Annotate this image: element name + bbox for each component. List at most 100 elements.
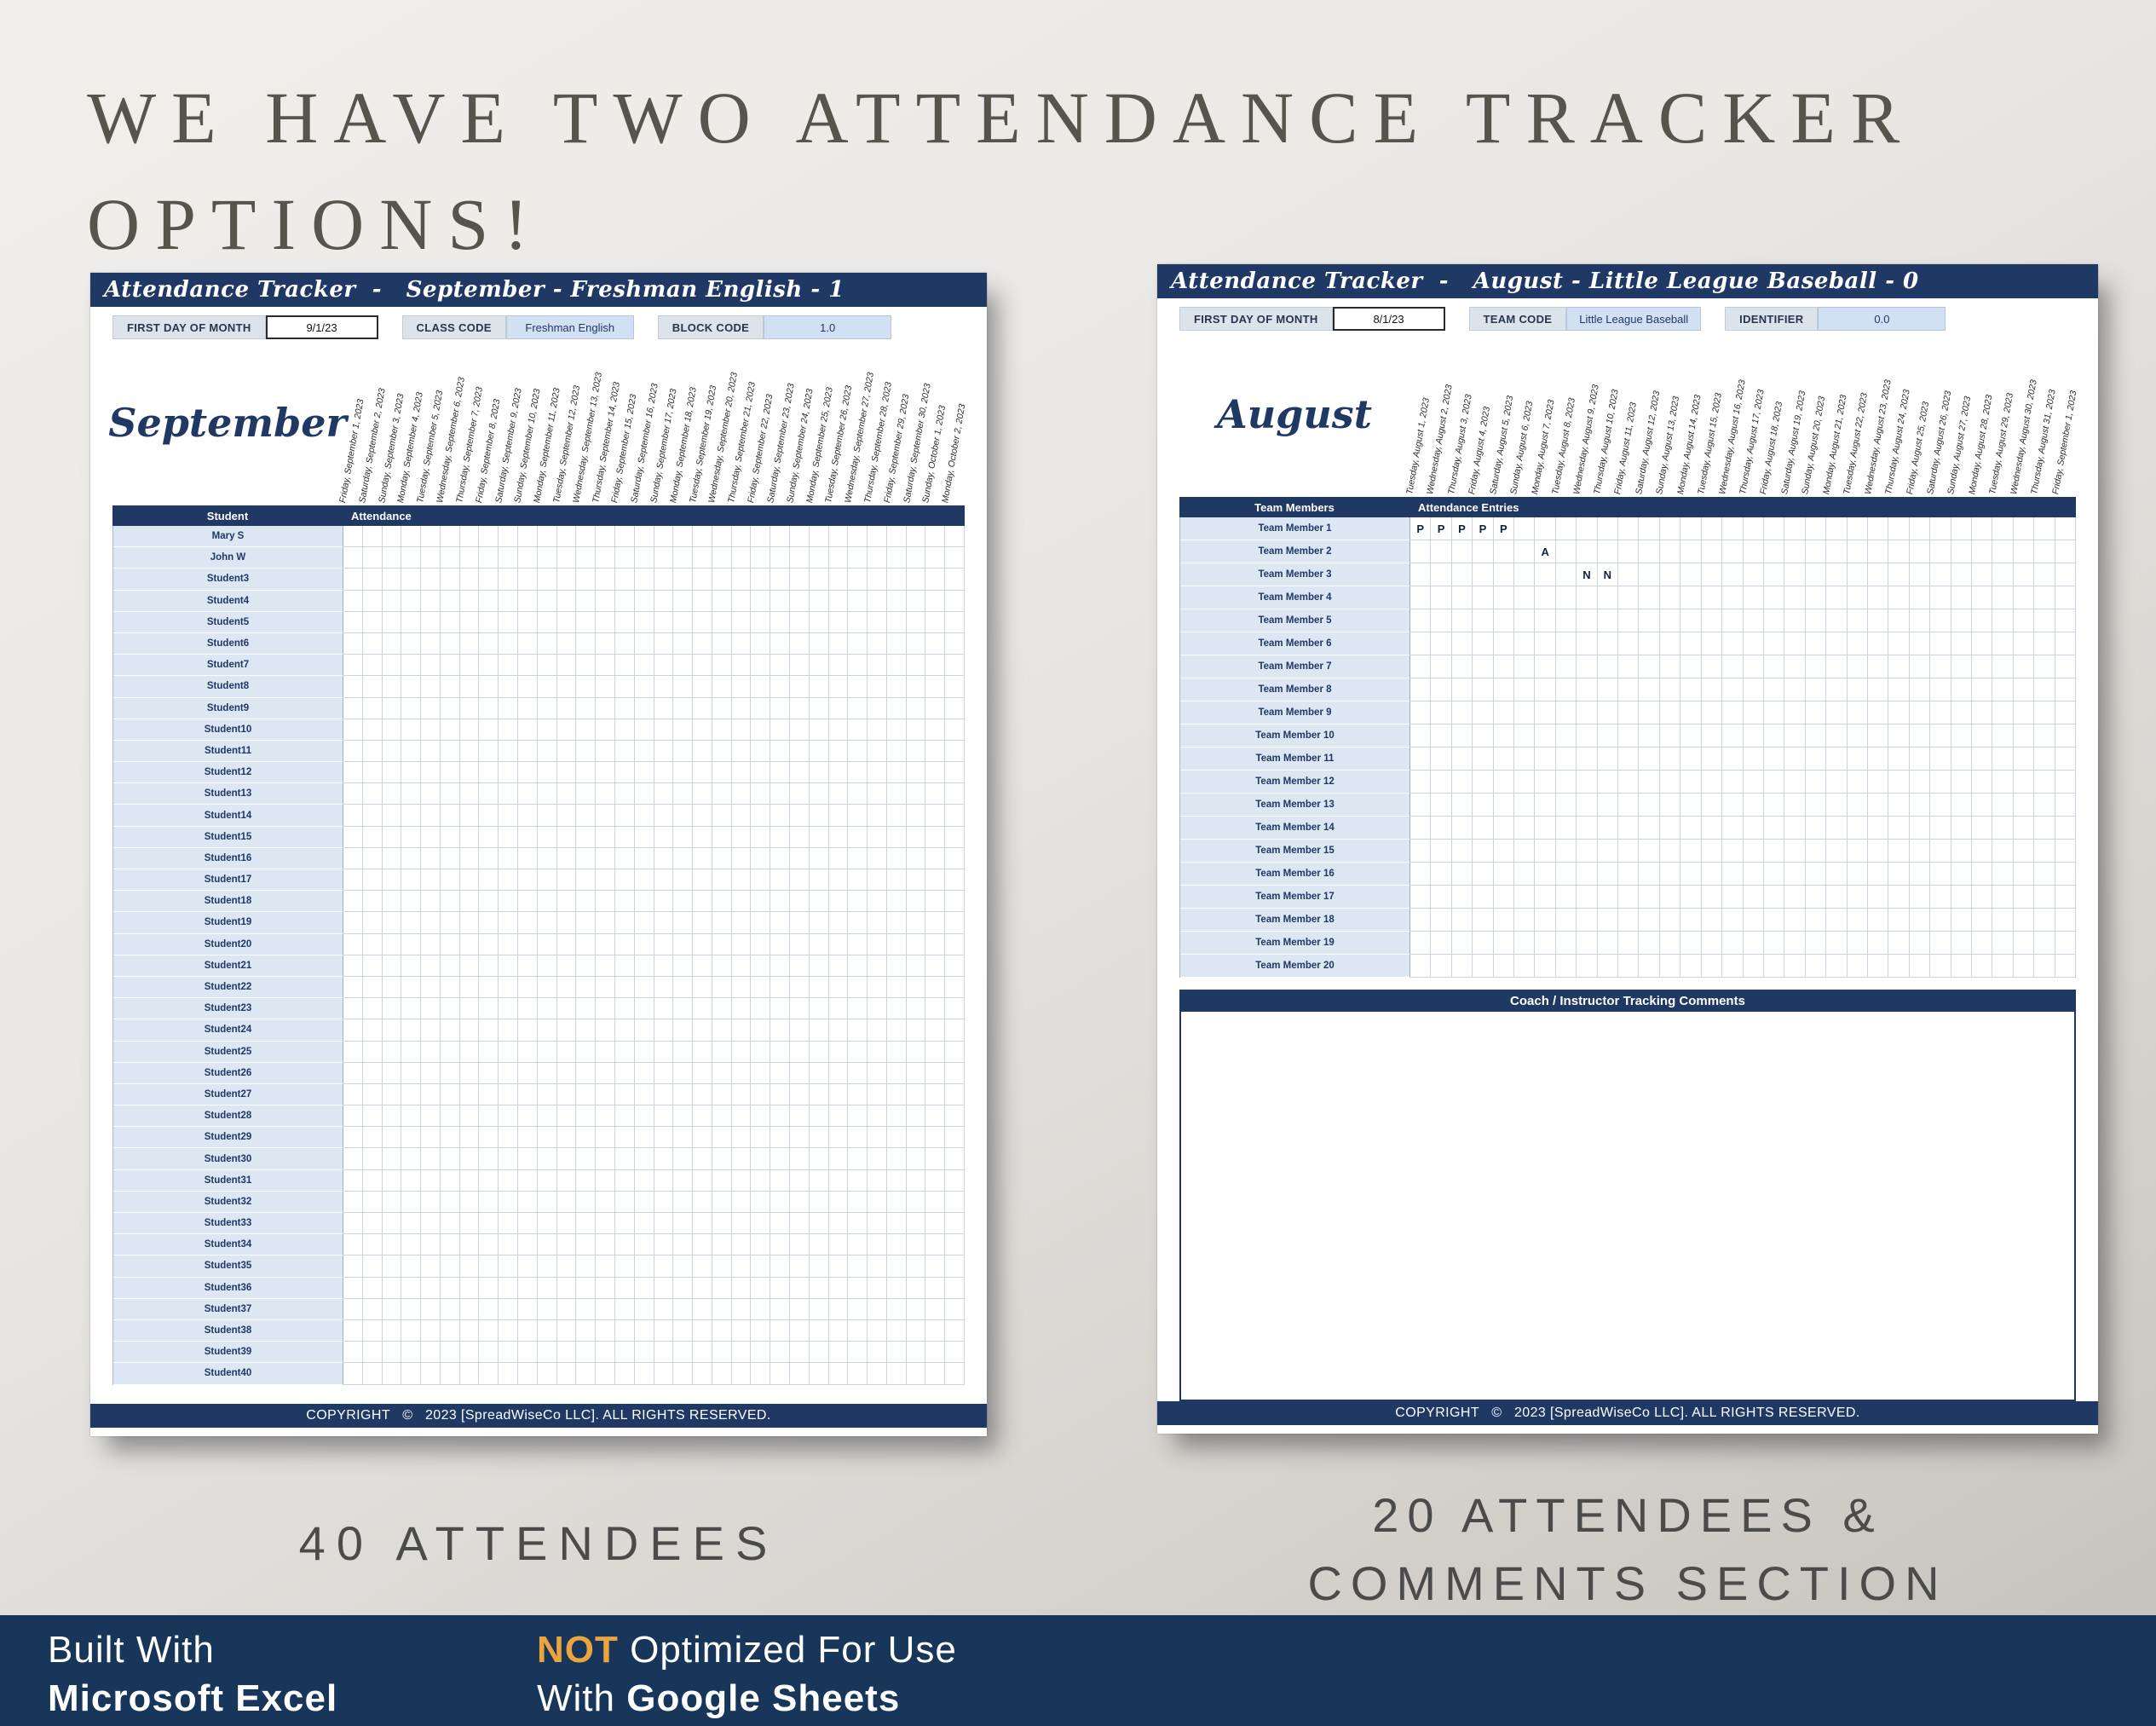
grid-cell[interactable] [751,676,771,698]
grid-cell[interactable] [1930,909,1951,932]
grid-cell[interactable] [1847,955,1868,978]
grid-cell[interactable] [1639,540,1660,563]
grid-cell[interactable] [654,1019,674,1042]
grid-cell[interactable] [634,826,654,848]
grid-cell[interactable] [401,1256,422,1278]
row-name-cell[interactable]: Student10 [113,719,343,741]
grid-cell[interactable] [848,547,868,569]
grid-cell[interactable] [925,1041,946,1063]
grid-cell[interactable] [1763,932,1785,955]
grid-cell[interactable] [556,697,577,719]
grid-cell[interactable] [459,826,480,848]
grid-cell[interactable] [1826,863,1848,886]
grid-cell[interactable] [712,762,732,784]
grid-cell[interactable] [459,869,480,892]
grid-cell[interactable] [789,955,810,977]
grid-cell[interactable] [925,826,946,848]
grid-cell[interactable] [1909,840,1931,863]
grid-cell[interactable] [693,1363,712,1385]
grid-cell[interactable] [712,1298,732,1320]
grid-cell[interactable] [1639,701,1660,724]
grid-cell[interactable] [499,783,519,805]
grid-cell[interactable] [1784,771,1806,794]
grid-cell[interactable] [459,976,480,999]
grid-cell[interactable] [1618,678,1640,701]
row-name-cell[interactable]: Student9 [113,697,343,719]
grid-cell[interactable] [654,1169,674,1192]
grid-cell[interactable] [518,740,538,763]
grid-cell[interactable] [945,1342,965,1364]
grid-cell[interactable] [828,740,849,763]
grid-cell[interactable] [1951,540,1972,563]
grid-cell[interactable] [537,1148,557,1170]
row-name-cell[interactable]: Team Member 10 [1180,724,1410,748]
grid-cell[interactable] [770,869,790,892]
grid-cell[interactable] [1888,609,1910,632]
grid-cell[interactable] [2055,517,2076,540]
grid-cell[interactable] [1805,678,1827,701]
grid-cell[interactable] [828,526,849,548]
grid-cell[interactable] [537,1256,557,1278]
grid-cell[interactable] [421,590,441,612]
grid-cell[interactable] [945,1148,965,1170]
grid-cell[interactable] [809,891,829,913]
grid-cell[interactable] [576,1319,597,1342]
grid-cell[interactable] [693,547,712,569]
grid-cell[interactable] [868,762,887,784]
grid-cell[interactable] [828,1127,849,1149]
grid-cell[interactable] [1618,586,1640,609]
grid-cell[interactable] [925,1363,946,1385]
grid-cell[interactable] [596,547,615,569]
grid-cell[interactable] [1805,955,1827,978]
grid-cell[interactable] [731,1083,752,1106]
row-name-cell[interactable]: Student6 [113,632,343,655]
grid-cell[interactable] [1555,909,1577,932]
grid-cell[interactable] [693,1083,712,1106]
grid-cell[interactable] [1514,886,1536,909]
grid-cell[interactable] [731,547,752,569]
grid-cell[interactable] [828,1041,849,1063]
grid-cell[interactable] [1867,932,1889,955]
grid-cell[interactable] [499,891,519,913]
grid-cell[interactable] [634,1213,654,1235]
grid-cell[interactable] [1659,771,1681,794]
grid-cell[interactable] [1951,771,1972,794]
grid-cell[interactable] [654,762,674,784]
grid-cell[interactable] [809,1319,829,1342]
grid-cell[interactable] [751,1062,771,1084]
grid-cell[interactable] [712,1105,732,1128]
grid-cell[interactable] [634,1062,654,1084]
grid-cell[interactable] [809,1213,829,1235]
grid-cell[interactable] [731,912,752,934]
grid-cell[interactable] [1514,817,1536,840]
grid-cell[interactable] [886,955,907,977]
grid-cell[interactable] [828,1234,849,1256]
grid-cell[interactable] [673,847,694,869]
grid-cell[interactable] [1888,655,1910,678]
grid-cell[interactable] [1659,794,1681,817]
grid-cell[interactable] [886,1319,907,1342]
grid-cell[interactable] [614,1342,635,1364]
grid-cell[interactable] [1763,632,1785,655]
grid-cell[interactable] [2034,886,2055,909]
grid-cell[interactable] [576,955,597,977]
grid-cell[interactable] [2013,886,2035,909]
grid-cell[interactable] [440,1169,460,1192]
grid-cell[interactable] [1431,678,1452,701]
grid-cell[interactable] [1659,863,1681,886]
grid-cell[interactable] [343,933,363,955]
grid-cell[interactable] [1847,701,1868,724]
grid-cell[interactable] [1805,540,1827,563]
grid-cell[interactable] [343,998,363,1020]
grid-cell[interactable] [731,1127,752,1149]
grid-cell[interactable] [712,1342,732,1364]
grid-cell[interactable] [556,655,577,677]
grid-cell[interactable] [654,998,674,1020]
grid-cell[interactable] [614,611,635,633]
grid-cell[interactable] [518,676,538,698]
grid-cell[interactable] [1618,817,1640,840]
grid-cell[interactable] [751,762,771,784]
grid-cell[interactable] [789,1319,810,1342]
grid-cell[interactable] [828,590,849,612]
grid-cell[interactable] [440,1148,460,1170]
